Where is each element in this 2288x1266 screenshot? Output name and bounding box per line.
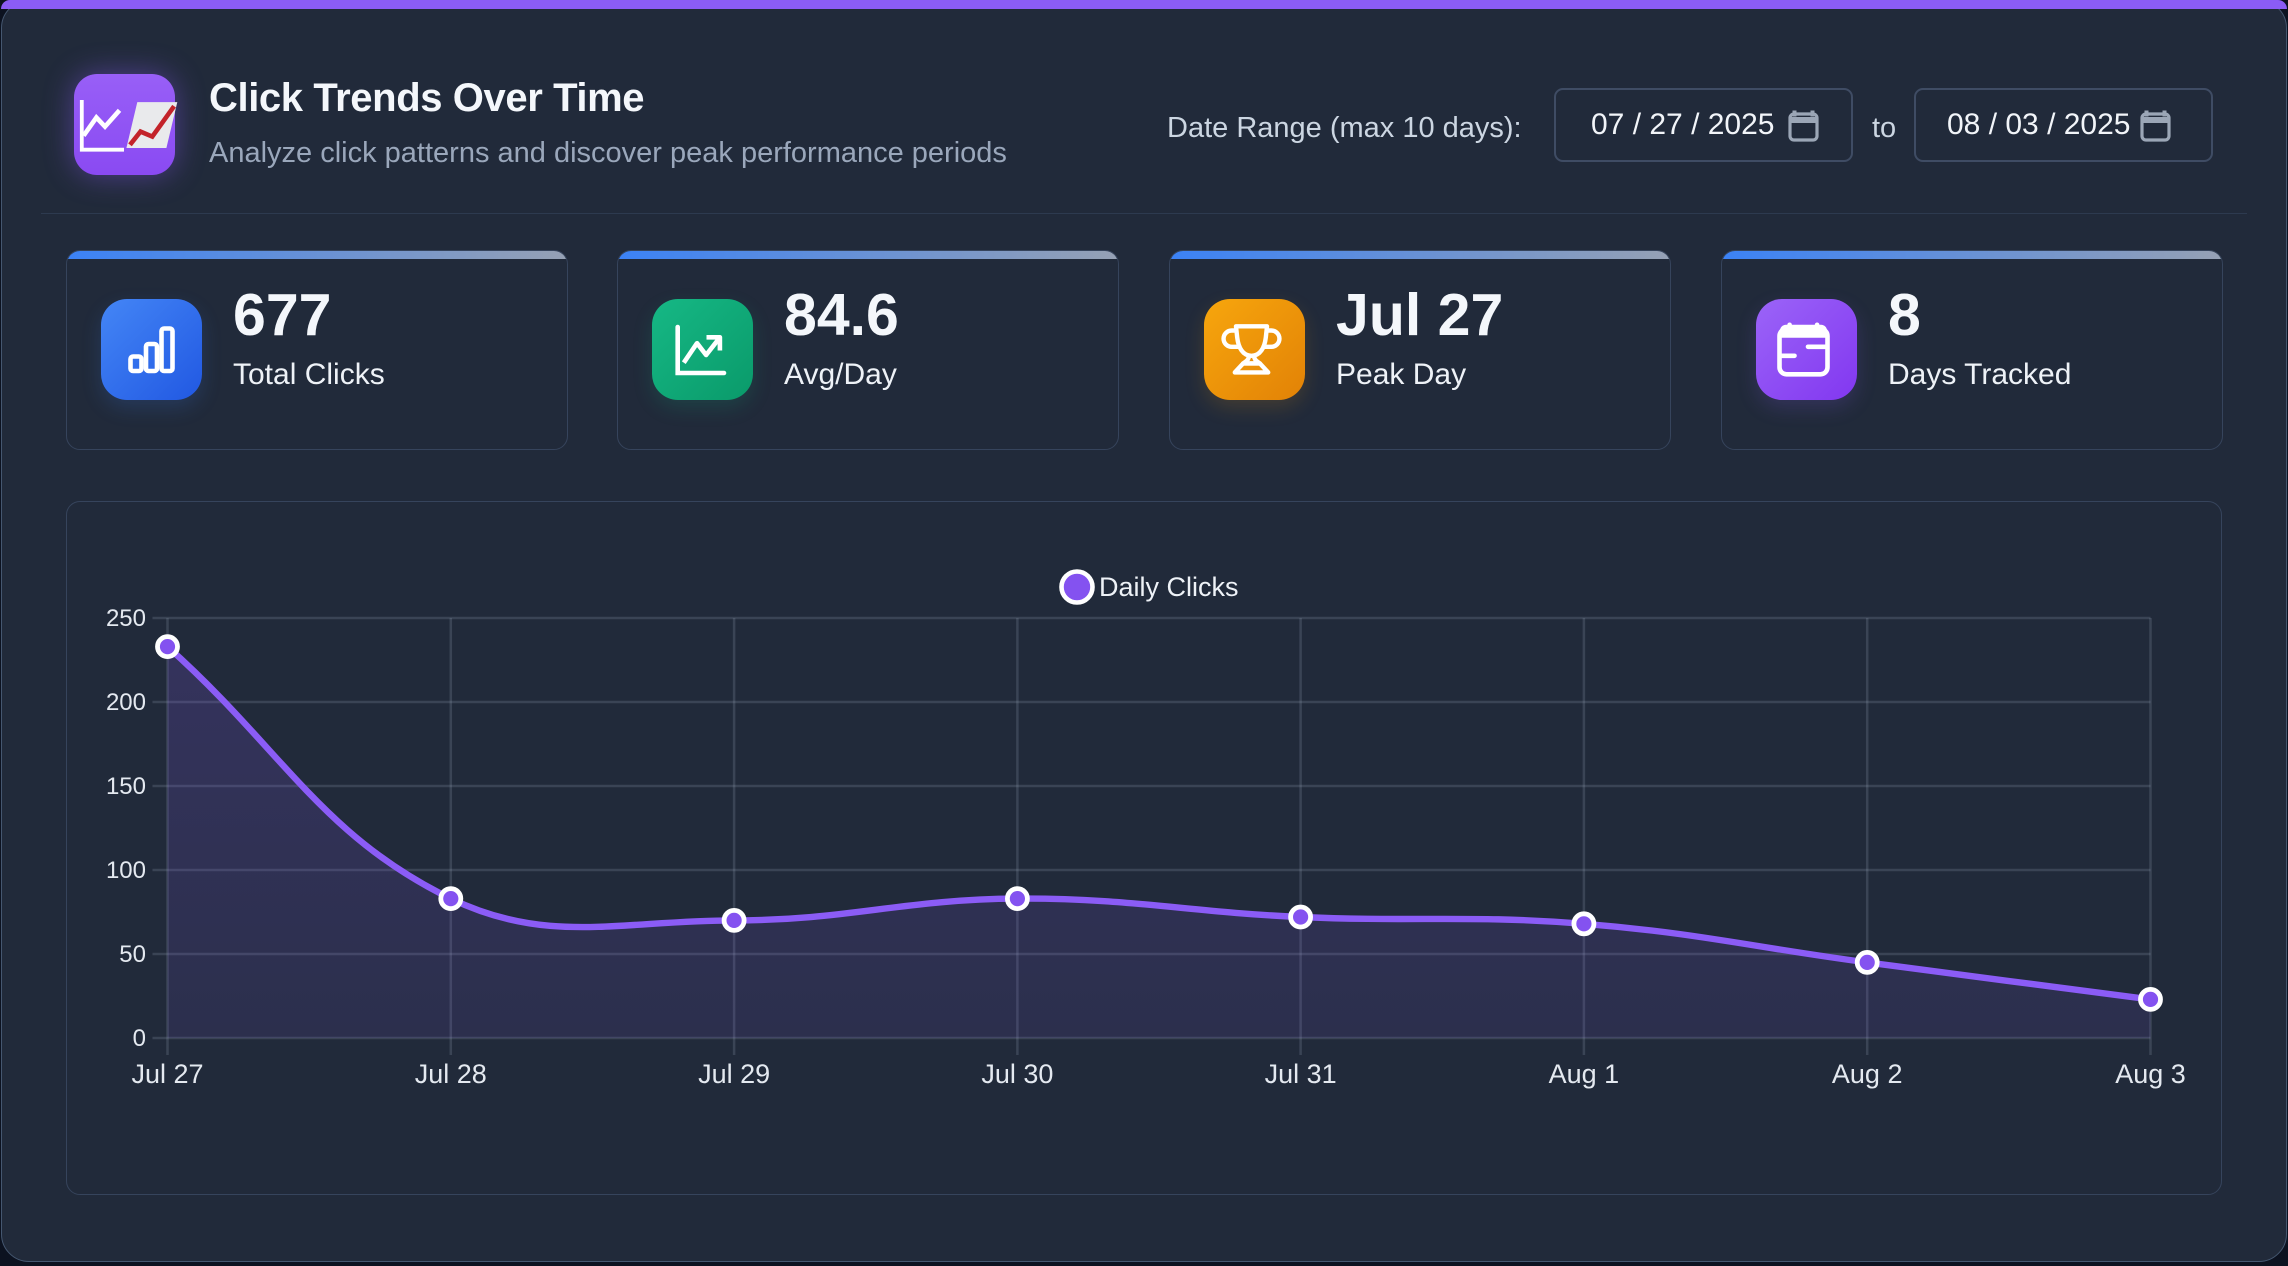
svg-text:50: 50: [119, 941, 146, 968]
svg-text:250: 250: [106, 605, 146, 632]
svg-text:100: 100: [106, 857, 146, 884]
svg-text:200: 200: [106, 689, 146, 716]
svg-text:Jul 27: Jul 27: [131, 1059, 203, 1089]
svg-text:Aug 3: Aug 3: [2115, 1059, 2186, 1089]
svg-text:Aug 1: Aug 1: [1549, 1059, 1620, 1089]
svg-text:150: 150: [106, 773, 146, 800]
svg-text:Jul 29: Jul 29: [698, 1059, 770, 1089]
svg-text:0: 0: [133, 1025, 146, 1052]
svg-text:Jul 31: Jul 31: [1265, 1059, 1337, 1089]
svg-text:Aug 2: Aug 2: [1832, 1059, 1903, 1089]
svg-text:Jul 30: Jul 30: [981, 1059, 1053, 1089]
svg-text:Daily Clicks: Daily Clicks: [1099, 572, 1239, 602]
svg-text:Jul 28: Jul 28: [415, 1059, 487, 1089]
